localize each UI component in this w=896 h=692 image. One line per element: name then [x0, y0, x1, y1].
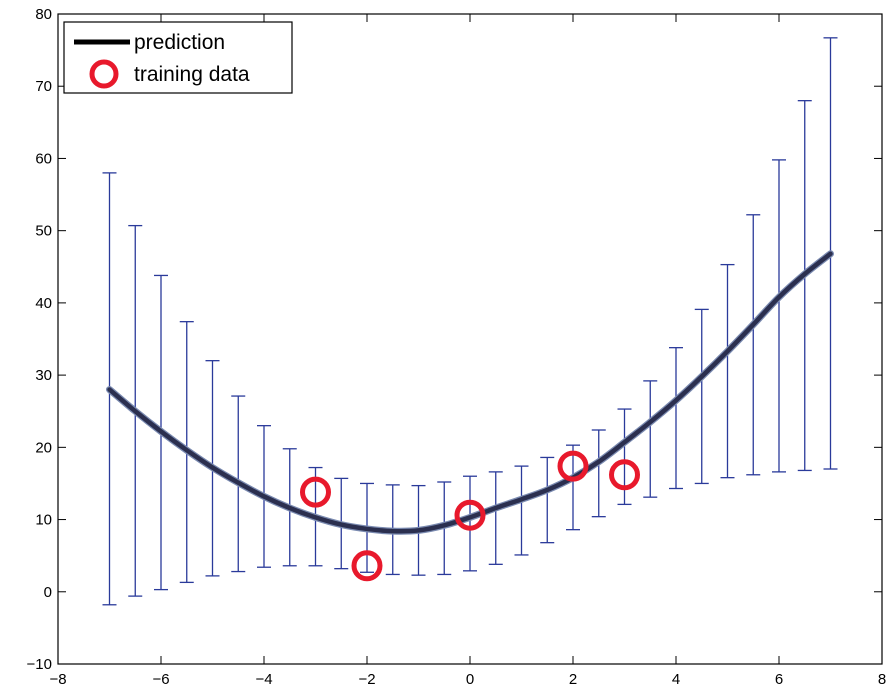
prediction-line	[107, 251, 833, 534]
training-data-point	[300, 476, 331, 508]
y-tick-label: 40	[35, 295, 52, 312]
x-tick-label: 2	[569, 671, 577, 688]
error-bar	[694, 308, 709, 485]
x-tick-label: −8	[49, 671, 66, 688]
y-tick-label: 30	[35, 367, 52, 384]
y-tick-label: −10	[27, 656, 52, 673]
error-bar	[720, 263, 735, 479]
error-bar	[488, 471, 503, 565]
legend: prediction training data	[63, 21, 293, 94]
x-tick-label: 4	[672, 671, 680, 688]
x-tick-label: −4	[255, 671, 272, 688]
error-bar	[463, 475, 477, 572]
training-data-point	[454, 499, 486, 531]
prediction-layer	[106, 250, 834, 535]
error-bar	[643, 380, 658, 498]
x-tick-label: 8	[878, 671, 886, 688]
error-bar	[591, 429, 606, 518]
legend-label-training-data: training data	[134, 63, 250, 86]
legend-box	[63, 21, 293, 94]
y-tick-label: 50	[35, 223, 52, 240]
training-data-layer	[300, 450, 640, 582]
x-tick-label: 0	[466, 671, 474, 688]
training-data-point	[351, 550, 383, 582]
error-bar	[772, 159, 786, 473]
error-bar	[746, 214, 761, 476]
legend-label-prediction: prediction	[134, 31, 225, 54]
y-tick-label: 80	[35, 6, 52, 23]
error-bar	[514, 465, 529, 556]
error-bar	[797, 100, 812, 472]
axis-ticks: −8 −6 −4 −2 0 2 4 6 8 −10 0 10 20 30 40 50 60 70 80	[27, 6, 887, 688]
error-bar	[566, 444, 580, 531]
x-tick-label: −2	[358, 671, 375, 688]
error-bar	[540, 456, 555, 544]
y-tick-label: 70	[35, 78, 52, 95]
legend-circle-swatch	[89, 59, 119, 89]
training-data-point	[609, 459, 640, 491]
y-tick-label: 20	[35, 439, 52, 456]
y-tick-label: 10	[35, 512, 52, 529]
x-tick-label: −6	[152, 671, 169, 688]
x-tick-label: 6	[775, 671, 783, 688]
y-tick-label: 0	[44, 584, 52, 601]
training-data-point	[557, 450, 589, 482]
y-tick-label: 60	[35, 150, 52, 167]
error-bar	[669, 347, 683, 490]
